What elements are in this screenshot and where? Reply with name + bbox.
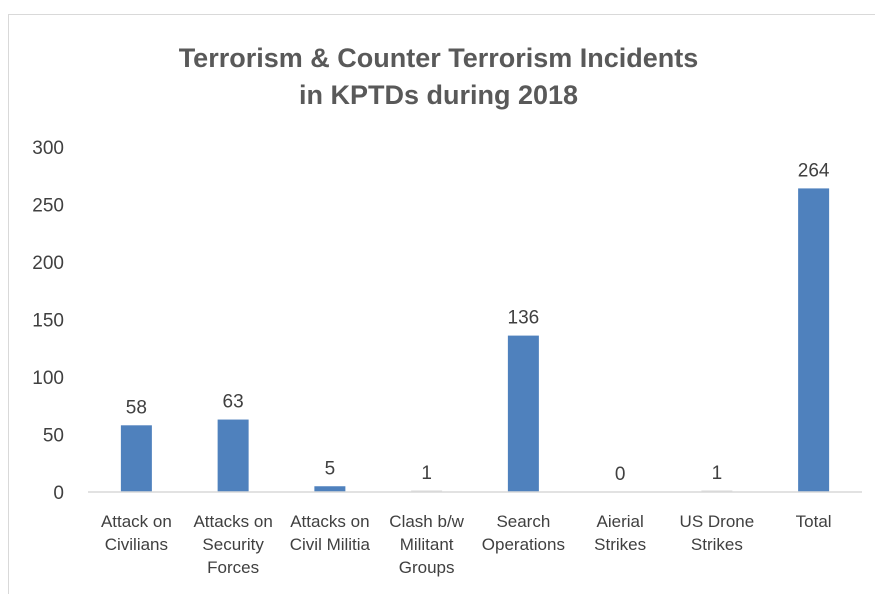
category-label: Militant	[400, 535, 454, 554]
category-label: Civilians	[105, 535, 168, 554]
y-tick-label: 300	[32, 138, 64, 159]
category-label: Operations	[482, 535, 565, 554]
y-tick-label: 100	[32, 368, 64, 389]
bar	[120, 425, 152, 492]
category-label: US Drone	[680, 512, 755, 531]
category-label: Security	[202, 535, 264, 554]
y-tick-label: 0	[53, 483, 64, 504]
bars	[120, 188, 830, 492]
chart-title-line-1: Terrorism & Counter Terrorism Incidents	[178, 43, 699, 73]
y-tick-label: 250	[32, 196, 64, 217]
y-tick-label: 200	[32, 253, 64, 274]
category-label: Search	[496, 512, 550, 531]
data-labels: 58 63 5 1 136 0 1 264	[126, 160, 830, 485]
category-label: Attack on	[101, 512, 172, 531]
category-label: Forces	[207, 558, 259, 577]
data-label: 1	[712, 463, 723, 484]
category-label: Civil Militia	[290, 535, 371, 554]
bar	[507, 335, 539, 492]
category-label: Attacks on	[290, 512, 369, 531]
category-label: Strikes	[691, 535, 743, 554]
chart-frame	[8, 14, 875, 594]
data-label: 264	[798, 160, 830, 181]
category-label: Attacks on	[193, 512, 272, 531]
bar	[798, 188, 830, 492]
y-tick-label: 50	[43, 426, 64, 447]
data-label: 63	[223, 392, 244, 413]
category-label: Clash b/w	[389, 512, 464, 531]
category-label: Total	[796, 512, 832, 531]
data-label: 1	[421, 463, 432, 484]
data-label: 136	[508, 308, 540, 329]
y-tick-label: 150	[32, 311, 64, 332]
category-label: Groups	[399, 558, 455, 577]
category-label: Strikes	[594, 535, 646, 554]
bar	[314, 486, 346, 492]
chart-title-line-2: in KPTDs during 2018	[298, 80, 579, 110]
bar	[217, 419, 249, 492]
category-label: Aierial	[597, 512, 644, 531]
data-label: 58	[126, 397, 147, 418]
category-labels: Attack on Civilians Attacks on Security Forc…	[101, 512, 832, 577]
data-label: 5	[325, 458, 336, 479]
y-axis-ticks: 0 50 100 150 200 250 300	[32, 138, 64, 504]
data-label: 0	[615, 464, 626, 485]
chart-title: Terrorism & Counter Terrorism Incidents …	[0, 40, 877, 114]
